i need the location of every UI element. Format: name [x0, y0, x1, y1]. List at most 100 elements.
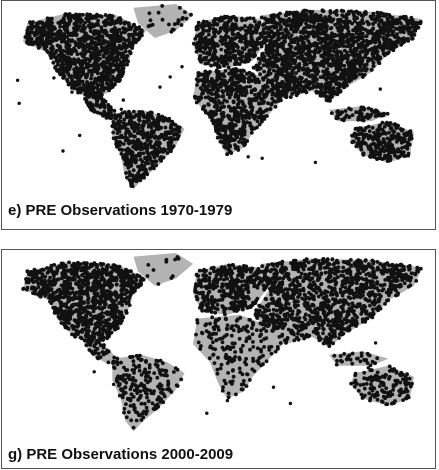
station-dot	[42, 22, 47, 27]
station-dot	[145, 274, 150, 278]
station-dot	[339, 58, 344, 63]
station-dot	[345, 44, 349, 49]
station-dot	[405, 25, 409, 29]
station-dot	[220, 77, 224, 82]
station-dot	[373, 114, 378, 118]
station-dot	[82, 45, 86, 49]
station-dot	[48, 16, 53, 21]
station-dot	[146, 153, 151, 158]
station-dot	[395, 137, 400, 142]
station-dot	[108, 112, 113, 117]
station-dot	[355, 68, 359, 73]
station-dot	[99, 74, 104, 78]
station-dot	[195, 45, 199, 50]
station-dot	[293, 79, 297, 84]
station-dot	[132, 37, 137, 42]
station-dot	[235, 69, 240, 73]
station-dot	[262, 22, 267, 26]
station-dot	[103, 13, 108, 17]
station-dot	[96, 83, 101, 87]
station-dot	[193, 95, 198, 100]
station-dot	[239, 75, 244, 79]
station-dot	[341, 84, 346, 89]
station-dot	[51, 25, 56, 29]
station-dot	[372, 35, 377, 40]
station-dot	[234, 44, 239, 49]
station-dot	[206, 71, 211, 76]
station-dot	[56, 53, 61, 58]
station-dot	[58, 45, 63, 50]
station-dot	[260, 97, 264, 102]
station-dot	[326, 63, 331, 68]
station-dot	[389, 134, 394, 139]
station-dot	[255, 77, 260, 82]
station-dot	[218, 39, 223, 43]
station-dot	[143, 115, 148, 120]
station-dot	[395, 40, 400, 45]
station-dot	[353, 19, 357, 24]
station-dot	[127, 34, 132, 38]
station-dot	[127, 120, 132, 125]
station-dot	[280, 56, 285, 60]
station-dot	[49, 46, 53, 51]
station-dot	[325, 37, 329, 41]
station-dot	[292, 66, 297, 70]
station-dot	[108, 105, 112, 110]
station-dot	[99, 42, 103, 47]
station-dot	[360, 13, 364, 18]
station-dot	[279, 17, 283, 22]
station-dot	[368, 146, 373, 150]
station-dot	[406, 39, 411, 43]
station-dot	[346, 60, 351, 65]
station-dot	[52, 55, 57, 59]
station-dot	[269, 44, 273, 49]
station-dot	[240, 16, 244, 21]
station-dot	[153, 134, 158, 139]
station-dot	[371, 17, 376, 22]
station-dot	[367, 129, 372, 134]
station-dot	[267, 67, 272, 72]
station-dot	[132, 157, 136, 162]
station-dot	[129, 42, 133, 47]
station-dot	[372, 46, 377, 51]
station-dot	[336, 116, 340, 120]
station-dot	[321, 9, 325, 14]
station-dot	[229, 24, 234, 29]
station-dot	[222, 80, 227, 85]
station-dot	[159, 158, 163, 163]
station-dot	[316, 46, 321, 50]
station-dot	[301, 40, 306, 45]
station-dot	[275, 29, 280, 33]
station-dot	[248, 29, 253, 34]
station-dot	[226, 145, 231, 150]
station-dot	[88, 29, 93, 33]
station-dot	[337, 76, 342, 81]
station-dot	[226, 49, 231, 54]
station-dot	[361, 153, 366, 157]
station-dot	[281, 34, 286, 39]
station-dot	[357, 142, 362, 147]
station-dot	[399, 21, 403, 26]
station-dot	[205, 76, 210, 81]
station-dot	[289, 33, 294, 38]
station-dot	[125, 136, 130, 141]
station-dot	[249, 73, 254, 78]
station-dot	[231, 99, 236, 104]
station-dot	[349, 107, 353, 112]
station-dot	[218, 73, 223, 78]
station-dot	[97, 38, 102, 43]
station-dot	[133, 141, 138, 145]
station-dot	[83, 39, 88, 43]
station-dot	[83, 74, 88, 79]
station-dot	[98, 78, 103, 83]
station-dot	[345, 56, 350, 61]
station-dot	[249, 130, 254, 135]
station-dot	[342, 80, 346, 85]
station-dot	[150, 165, 155, 170]
station-dot	[258, 107, 263, 111]
station-dot	[329, 19, 334, 24]
station-dot	[361, 141, 365, 146]
station-dot	[85, 62, 90, 66]
station-dot	[211, 87, 215, 92]
station-dot	[73, 48, 77, 52]
